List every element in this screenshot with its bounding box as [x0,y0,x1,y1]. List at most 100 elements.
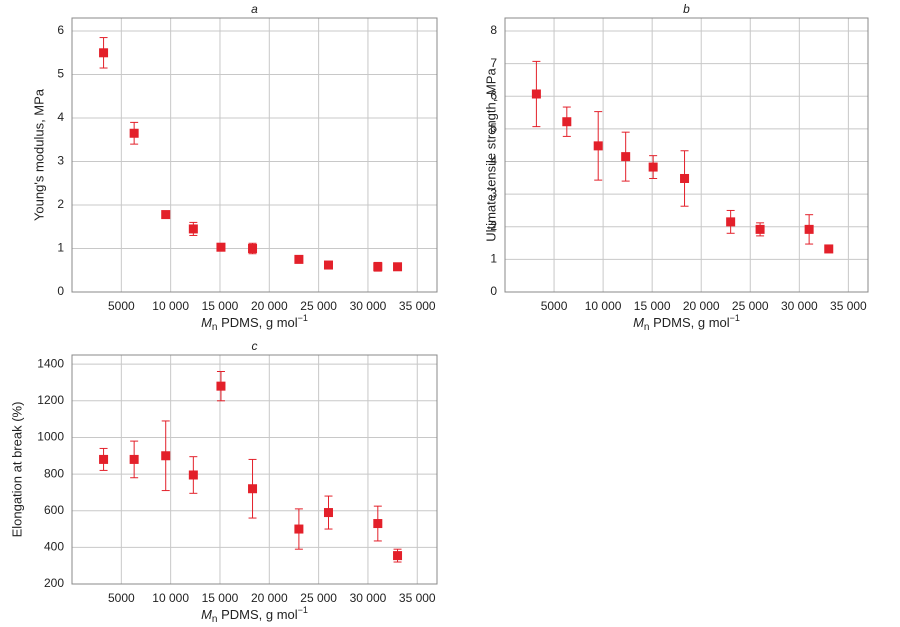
y-tick-label: 2 [490,219,497,233]
y-tick-label: 2 [57,197,64,211]
y-tick-label: 8 [490,23,497,37]
point [294,524,304,534]
y-tick-label: 800 [44,466,64,480]
panel-title: b [683,2,690,16]
point [161,451,171,461]
x-label-subscript: n [212,322,218,333]
x-label-superscript: −1 [298,313,308,323]
y-tick-label: 1200 [37,393,64,407]
point [129,454,139,464]
y-axis-label: Elongation at break (%) [9,402,24,538]
panel: 0 1 2 3 4 5 6 5000 10 000 15 000 20 000 25 000 30 00… [31,2,438,333]
point [648,162,658,172]
x-label-superscript: −1 [730,313,740,323]
y-tick-label: 7 [490,56,497,70]
point [216,242,226,252]
point [188,470,198,480]
x-axis-label: Mn PDMS, g mol−1 [633,313,740,332]
y-axis-label: Young's modulus, MPa [31,88,46,221]
x-tick-label: 10 000 [152,591,189,605]
point [161,210,171,220]
point [129,128,139,138]
plot-frame [71,17,438,293]
point [593,141,603,151]
point [531,89,541,99]
point [373,519,383,529]
x-tick-label: 5000 [108,591,135,605]
y-tick-label: 1000 [37,430,64,444]
plot-frame [71,354,438,585]
point [99,48,109,58]
point [188,224,198,234]
y-tick-label: 200 [44,576,64,590]
x-tick-label: 15 000 [202,299,239,313]
point [323,260,333,270]
point [726,217,736,227]
point [393,551,403,561]
y-tick-label: 0 [490,284,497,298]
x-tick-label: 35 000 [399,299,436,313]
point [824,244,834,254]
point [804,224,814,234]
point [562,117,572,127]
x-tick-label: 25 000 [300,299,337,313]
point [680,173,690,183]
x-tick-label: 20 000 [683,299,720,313]
x-tick-label: 30 000 [350,591,387,605]
y-tick-label: 3 [57,154,64,168]
x-tick-label: 20 000 [251,591,288,605]
x-tick-label: 35 000 [399,591,436,605]
x-label-text: PDMS, g mol [217,315,297,330]
y-tick-label: 1400 [37,356,64,370]
x-tick-label: 15 000 [634,299,671,313]
x-tick-label: 35 000 [830,299,867,313]
y-axis-label: Ultimate tensile strength, MPa [483,68,498,242]
panel-title: a [251,2,258,16]
point [294,254,304,264]
x-axis-label: Mn PDMS, g mol−1 [201,313,308,332]
plot-frame [504,17,869,293]
y-tick-label: 6 [490,88,497,102]
x-label-text: PDMS, g mol [217,607,297,622]
y-tick-label: 1 [57,241,64,255]
x-axis-label: Mn PDMS, g mol−1 [201,605,308,624]
x-tick-label: 20 000 [251,299,288,313]
x-tick-label: 10 000 [152,299,189,313]
y-tick-label: 0 [57,284,64,298]
x-label-subscript: n [644,322,650,333]
point [99,454,109,464]
x-label-subscript: n [212,614,218,625]
y-tick-label: 4 [490,154,497,168]
x-label-symbol: M [201,607,212,622]
y-tick-label: 1 [490,252,497,266]
x-tick-label: 30 000 [350,299,387,313]
x-label-text: PDMS, g mol [649,315,729,330]
point [373,262,383,272]
x-label-symbol: M [633,315,644,330]
x-tick-label: 25 000 [300,591,337,605]
point [248,484,258,494]
y-tick-label: 6 [57,23,64,37]
y-tick-label: 5 [490,121,497,135]
x-tick-label: 10 000 [585,299,622,313]
point [621,152,631,162]
point [323,508,333,518]
x-tick-label: 5000 [541,299,568,313]
panel-title: c [252,339,258,353]
y-tick-label: 3 [490,186,497,200]
point [755,224,765,234]
point [393,262,403,272]
x-tick-label: 30 000 [781,299,818,313]
x-label-superscript: −1 [298,605,308,615]
panel: 200 400 600 800 1000 1200 1400 5000 10 000 15 000… [9,339,438,625]
y-tick-label: 4 [57,110,64,124]
point [248,244,258,254]
y-tick-label: 5 [57,67,64,81]
x-tick-label: 15 000 [202,591,239,605]
point [216,381,226,391]
panel: 0 1 2 3 4 5 6 7 8 5000 10 000 15 000 20 000 25 000 30 … [483,2,869,333]
y-tick-label: 400 [44,540,64,554]
x-tick-label: 5000 [108,299,135,313]
x-label-symbol: M [201,315,212,330]
